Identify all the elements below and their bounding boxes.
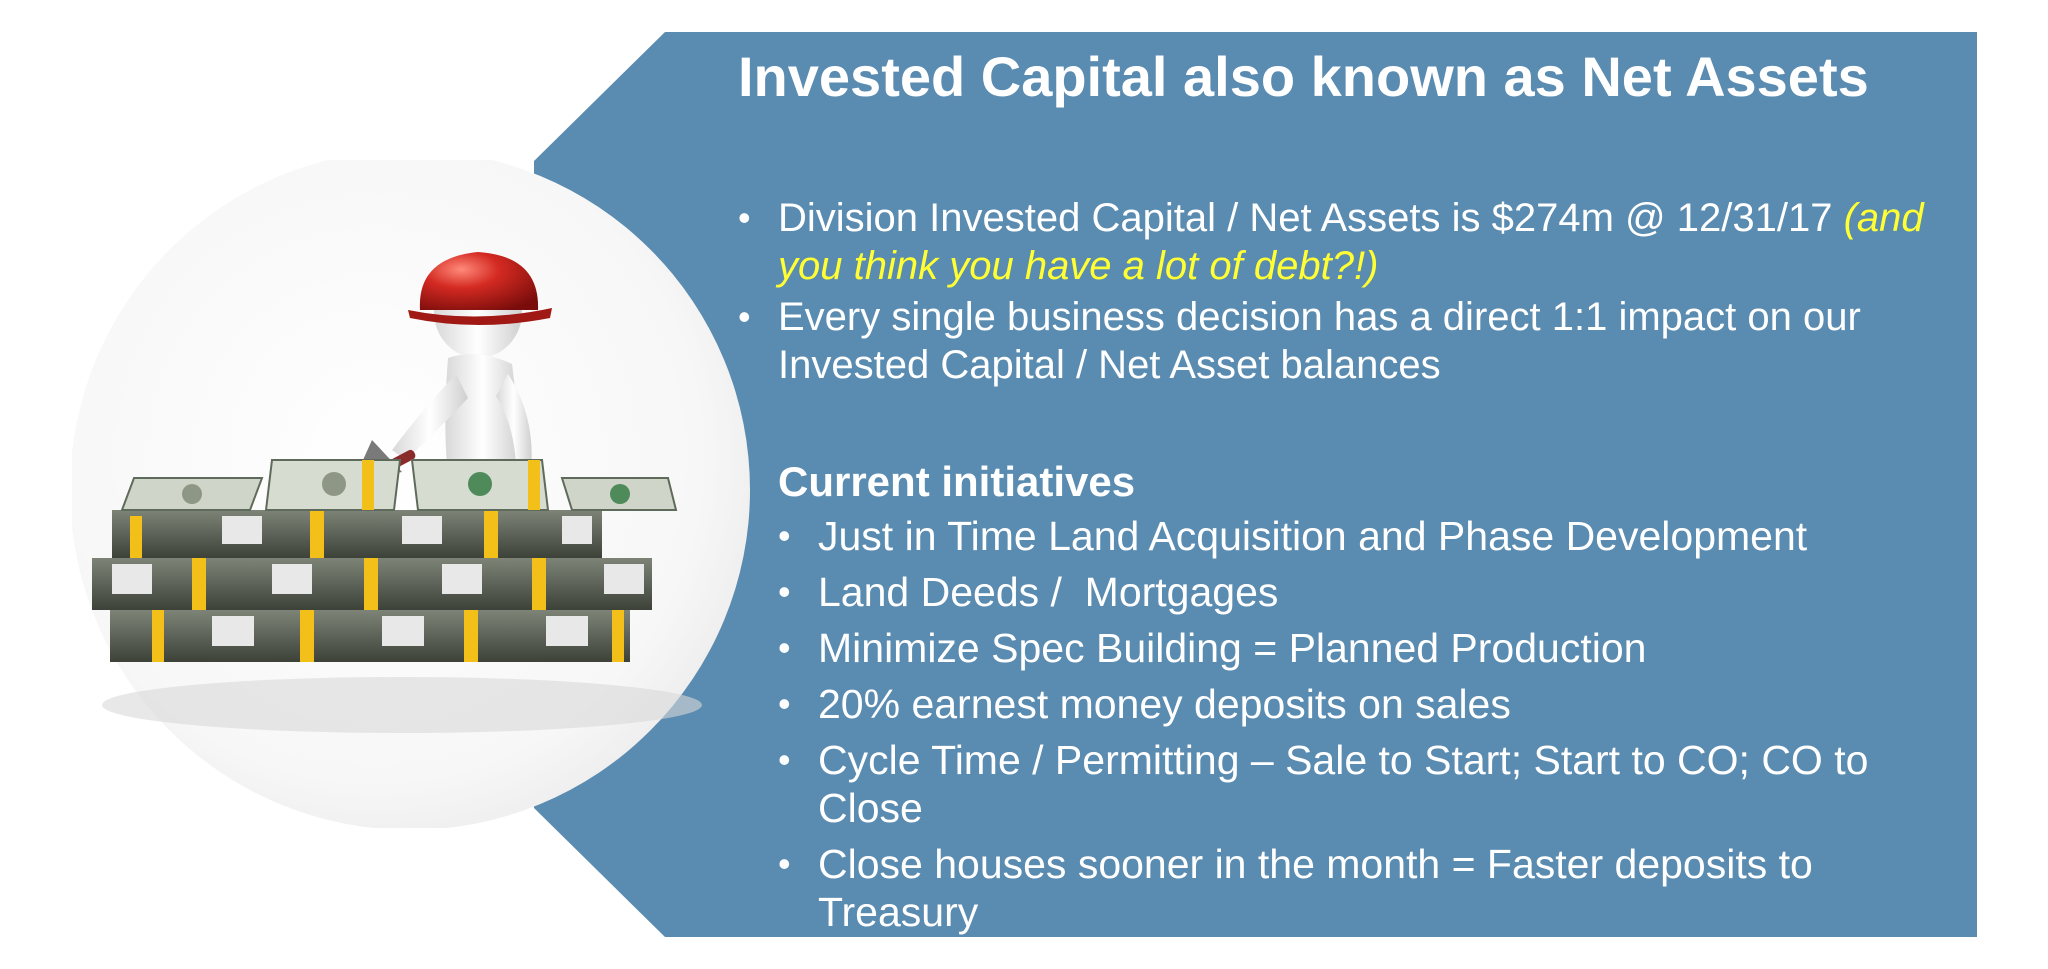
bullet-icon: • <box>778 627 791 668</box>
initiatives-bullet-list: • Just in Time Land Acquisition and Phas… <box>778 512 1978 944</box>
list-item: • Division Invested Capital / Net Assets… <box>738 194 1938 290</box>
bullet-text: 20% earnest money deposits on sales <box>818 681 1511 727</box>
list-item: • Just in Time Land Acquisition and Phas… <box>778 512 1978 560</box>
bullet-text: Land Deeds / Mortgages <box>818 569 1279 615</box>
bullet-text: Division Invested Capital / Net Assets i… <box>778 196 1844 240</box>
list-item: • 20% earnest money deposits on sales <box>778 680 1978 728</box>
bullet-icon: • <box>778 571 791 612</box>
list-item: • Cycle Time / Permitting – Sale to Star… <box>778 736 1978 832</box>
list-item: • Close houses sooner in the month = Fas… <box>778 840 1978 936</box>
bullet-text: Every single business decision has a dir… <box>778 295 1861 387</box>
bullet-text: Just in Time Land Acquisition and Phase … <box>818 513 1808 559</box>
list-item: • Every single business decision has a d… <box>738 293 1938 389</box>
list-item: • Land Deeds / Mortgages <box>778 568 1978 616</box>
bullet-text: Minimize Spec Building = Planned Product… <box>818 625 1647 671</box>
slide-title: Invested Capital also known as Net Asset… <box>738 45 1869 108</box>
bullet-icon: • <box>778 843 791 884</box>
bullet-text: Cycle Time / Permitting – Sale to Start;… <box>818 737 1869 831</box>
bullet-icon: • <box>738 197 751 238</box>
bullet-text: Close houses sooner in the month = Faste… <box>818 841 1813 935</box>
intro-bullet-list: • Division Invested Capital / Net Assets… <box>738 194 1938 392</box>
bullet-icon: • <box>738 296 751 337</box>
bullet-icon: • <box>778 739 791 780</box>
highlight-text: (and you think you have a lot of debt?!) <box>778 196 1924 288</box>
bullet-icon: • <box>778 683 791 724</box>
construction-worker-building-wall-of-money-icon <box>72 160 750 828</box>
initiatives-heading: Current initiatives <box>778 458 1136 505</box>
bullet-icon: • <box>778 515 791 556</box>
list-item: • Minimize Spec Building = Planned Produ… <box>778 624 1978 672</box>
